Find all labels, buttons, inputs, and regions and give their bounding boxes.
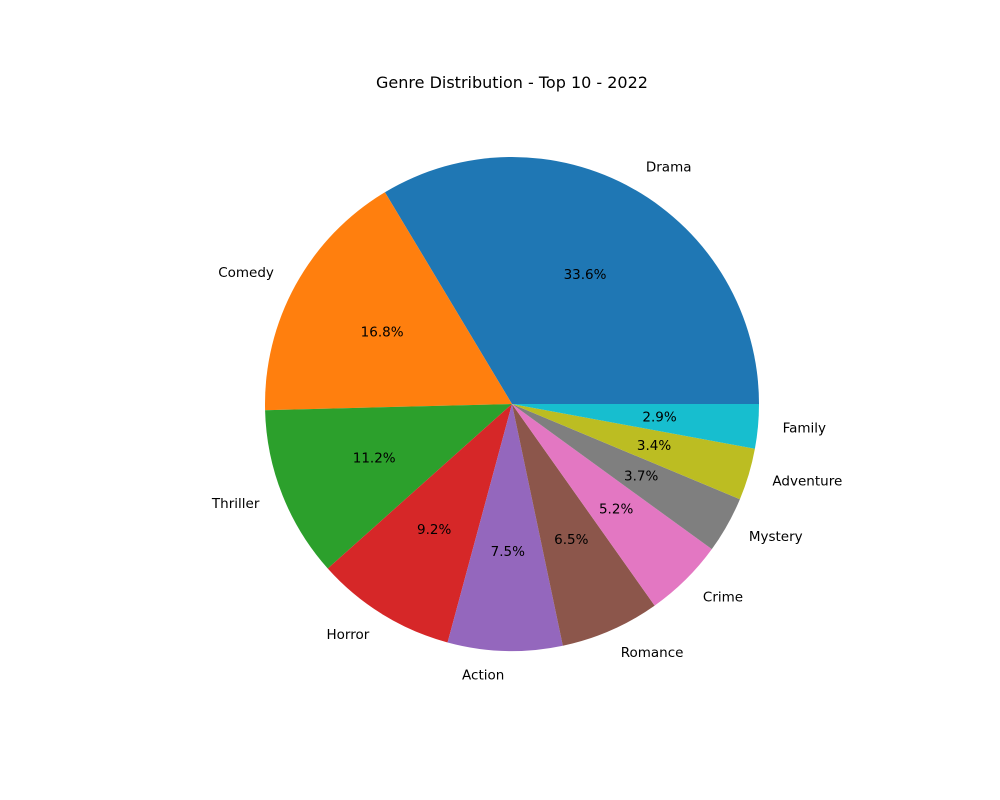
pie-slice-drama bbox=[384, 157, 759, 404]
chart-title: Genre Distribution - Top 10 - 2022 bbox=[376, 73, 648, 92]
category-label-action: Action bbox=[462, 668, 504, 684]
pie-slice-comedy bbox=[264, 192, 512, 411]
category-label-family: Family bbox=[783, 421, 826, 437]
category-label-mystery: Mystery bbox=[749, 529, 803, 545]
percent-label-adventure: 3.4% bbox=[637, 438, 671, 454]
percent-label-comedy: 16.8% bbox=[361, 325, 404, 341]
pie-slice-family bbox=[512, 404, 759, 449]
pie-slice-mystery bbox=[512, 404, 740, 550]
category-label-crime: Crime bbox=[703, 589, 743, 605]
pie-slice-crime bbox=[512, 404, 712, 606]
category-labels: Drama Comedy Thriller Horror Action Romance Cr… bbox=[211, 160, 842, 684]
pie-slice-action bbox=[447, 404, 563, 651]
category-label-thriller: Thriller bbox=[211, 496, 260, 512]
pie-slice-adventure bbox=[512, 404, 755, 500]
percent-label-thriller: 11.2% bbox=[353, 451, 396, 467]
percent-label-drama: 33.6% bbox=[564, 267, 607, 283]
percent-label-romance: 6.5% bbox=[554, 532, 588, 548]
pie-slice-romance bbox=[512, 404, 655, 646]
pie-slices bbox=[264, 157, 759, 651]
pie-slice-thriller bbox=[265, 404, 512, 569]
percent-label-family: 2.9% bbox=[642, 409, 676, 425]
category-label-comedy: Comedy bbox=[218, 265, 274, 281]
category-label-horror: Horror bbox=[327, 627, 370, 643]
percent-label-mystery: 3.7% bbox=[624, 469, 658, 485]
category-label-drama: Drama bbox=[646, 160, 692, 176]
percent-label-action: 7.5% bbox=[491, 544, 525, 560]
percent-label-crime: 5.2% bbox=[599, 501, 633, 517]
percent-labels: 33.6% 16.8% 11.2% 9.2% 7.5% 6.5% 5.2% 3.7% 3.4% 2… bbox=[353, 267, 677, 560]
category-label-adventure: Adventure bbox=[772, 473, 842, 489]
percent-label-horror: 9.2% bbox=[417, 522, 451, 538]
pie-slice-horror bbox=[327, 404, 512, 643]
category-label-romance: Romance bbox=[621, 645, 684, 661]
